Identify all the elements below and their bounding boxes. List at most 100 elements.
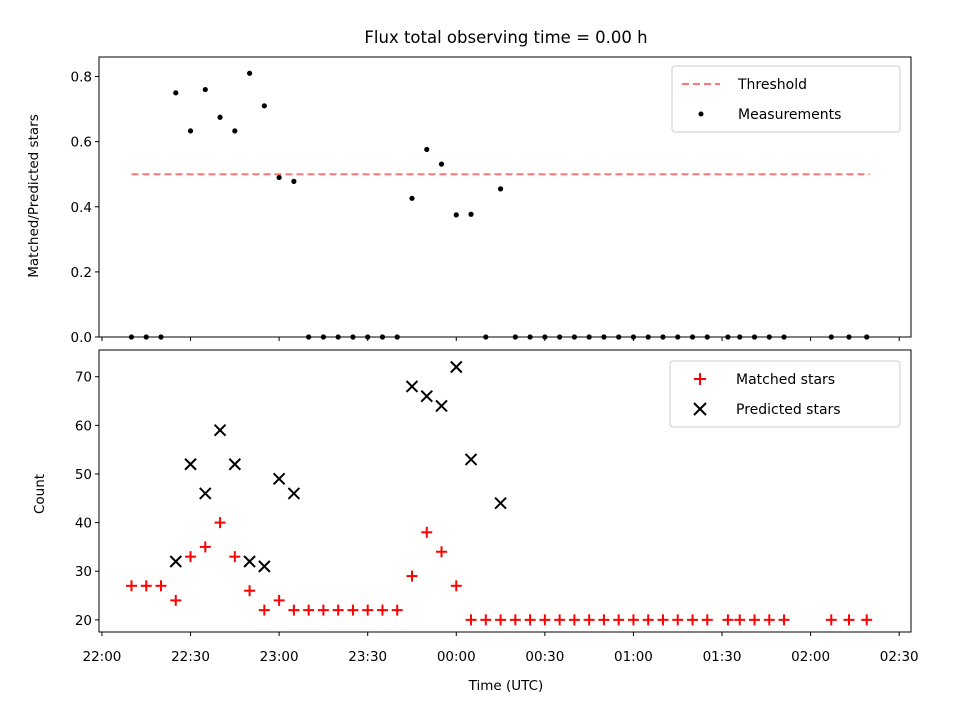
measurement-point xyxy=(704,334,710,340)
matched-star-point xyxy=(642,614,654,626)
matched-star-point xyxy=(244,585,256,597)
measurement-point xyxy=(675,334,681,340)
matched-star-point xyxy=(568,614,580,626)
measurement-point xyxy=(158,334,164,340)
bottom-y-tick-label: 30 xyxy=(75,564,92,580)
top-y-tick-label: 0.8 xyxy=(71,70,92,86)
matched-star-point xyxy=(288,604,300,616)
matched-star-point xyxy=(140,580,152,592)
measurement-point xyxy=(781,334,787,340)
bottom-legend: Matched stars Predicted stars xyxy=(669,360,901,428)
matched-star-point xyxy=(436,546,448,558)
matched-star-point xyxy=(495,614,507,626)
bottom-y-axis-label: Count xyxy=(32,474,48,514)
predicted-star-point xyxy=(228,458,242,471)
matched-star-point xyxy=(391,604,403,616)
bottom-y-tick-label: 20 xyxy=(75,613,92,629)
measurement-point xyxy=(660,334,666,340)
top-y-tick-label: 0.6 xyxy=(71,135,92,151)
matched-star-point xyxy=(749,614,761,626)
matched-star-point xyxy=(465,614,477,626)
bottom-y-tick-label: 40 xyxy=(75,516,92,532)
legend-measurements-swatch xyxy=(698,111,704,117)
measurement-point xyxy=(828,334,834,340)
measurement-point xyxy=(187,128,194,134)
top-y-tick-label: 0.4 xyxy=(71,200,92,216)
measurement-point xyxy=(483,334,489,340)
matched-star-point xyxy=(524,614,536,626)
predicted-star-point xyxy=(243,555,256,568)
matched-star-point xyxy=(861,614,873,626)
matched-star-point xyxy=(763,614,775,626)
x-tick-label: 01:30 xyxy=(703,649,742,665)
measurement-point xyxy=(202,86,208,93)
measurement-point xyxy=(424,146,430,153)
predicted-star-point xyxy=(420,389,433,403)
measurement-point xyxy=(261,103,267,109)
matched-star-point xyxy=(273,594,285,606)
measurement-point xyxy=(586,334,592,340)
measurement-point xyxy=(846,334,852,340)
predicted-star-point xyxy=(199,487,212,500)
matched-star-point xyxy=(554,614,566,626)
matched-star-point xyxy=(332,604,344,616)
predicted-star-point xyxy=(464,453,478,466)
matched-star-point xyxy=(185,551,197,563)
matched-star-point xyxy=(825,614,837,626)
measurement-point xyxy=(394,334,400,340)
measurement-point xyxy=(379,334,386,340)
measurement-point xyxy=(320,334,327,340)
measurement-point xyxy=(276,174,282,181)
matched-star-point xyxy=(406,570,418,582)
matched-star-point xyxy=(509,614,521,626)
measurement-point xyxy=(453,212,459,218)
measurement-point xyxy=(864,334,870,340)
measurement-point xyxy=(512,334,518,340)
legend-measurements-label: Measurements xyxy=(738,107,841,123)
bottom-y-tick-label: 60 xyxy=(75,418,92,434)
x-tick-label: 00:00 xyxy=(437,649,476,665)
matched-star-point xyxy=(347,604,359,616)
predicted-star-point xyxy=(287,487,301,500)
x-tick-label: 02:00 xyxy=(791,649,830,665)
matched-star-point xyxy=(778,614,790,626)
measurement-point xyxy=(616,334,622,340)
x-tick-label: 00:30 xyxy=(525,649,564,665)
matched-star-point xyxy=(317,604,329,616)
matched-star-point xyxy=(539,614,551,626)
measurement-point xyxy=(527,334,533,340)
top-legend: Threshold Measurements xyxy=(671,65,901,133)
measurement-point xyxy=(737,334,743,340)
predicted-star-point xyxy=(272,472,286,486)
predicted-star-point xyxy=(494,496,507,510)
x-tick-label: 23:00 xyxy=(260,649,299,665)
matched-star-point xyxy=(627,614,639,626)
predicted-star-point xyxy=(184,458,197,471)
matched-star-point xyxy=(701,614,713,626)
measurement-point xyxy=(497,186,504,192)
matched-star-point xyxy=(155,580,167,592)
matched-star-point xyxy=(686,614,698,626)
predicted-star-point xyxy=(169,555,182,568)
matched-star-point xyxy=(362,604,374,616)
x-axis-label: Time (UTC) xyxy=(468,678,544,694)
matched-star-point xyxy=(734,614,746,626)
matched-star-point xyxy=(613,614,625,626)
bottom-axes-frame xyxy=(98,349,912,633)
measurement-point xyxy=(128,334,135,340)
matched-star-point xyxy=(170,594,182,606)
measurement-point xyxy=(306,334,312,340)
legend-matched-swatch xyxy=(694,373,706,385)
bottom-y-tick-label: 50 xyxy=(75,467,92,483)
measurement-point xyxy=(689,334,696,340)
matched-star-point xyxy=(376,604,388,616)
measurement-point xyxy=(291,178,297,184)
matched-star-point xyxy=(672,614,684,626)
bottom-plot-area: 20 30 40 50 60 70 22:00 22:30 23:00 23:30 00:00 00:… xyxy=(75,349,919,665)
matched-star-point xyxy=(657,614,669,626)
matched-star-point xyxy=(199,541,211,553)
matched-star-point xyxy=(450,580,462,592)
legend-predicted-label: Predicted stars xyxy=(736,402,841,418)
predicted-star-point xyxy=(405,380,419,393)
